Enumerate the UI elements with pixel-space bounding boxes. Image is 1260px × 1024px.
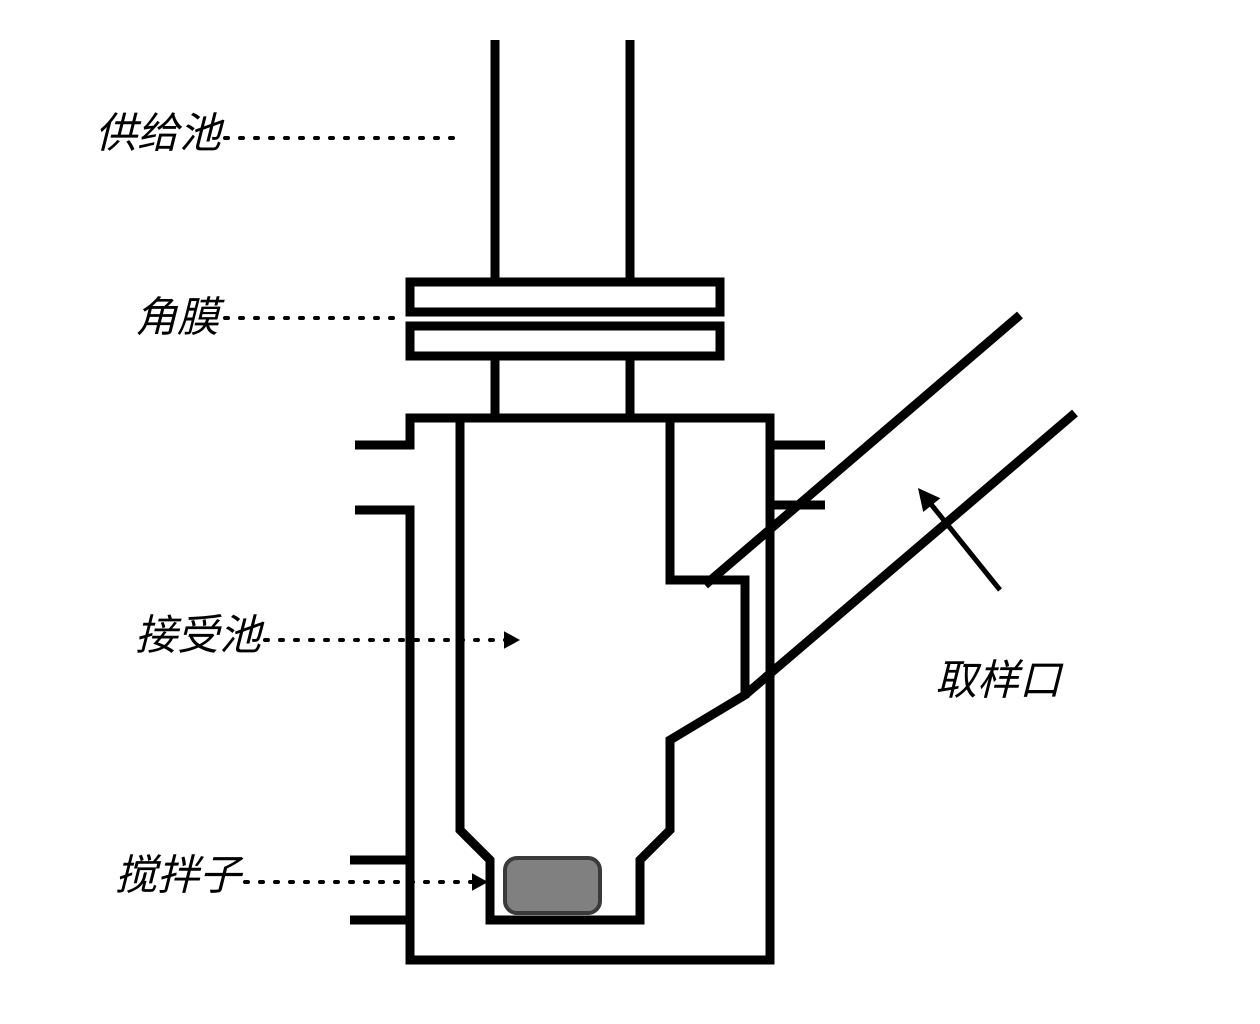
stirrer-label: 搅拌子 <box>115 854 244 900</box>
sampling-label: 取样口 <box>935 659 1064 705</box>
cornea-label: 角膜 <box>135 296 225 342</box>
supply-label: 供给池 <box>95 112 225 158</box>
receiver-label: 接受池 <box>135 614 265 660</box>
